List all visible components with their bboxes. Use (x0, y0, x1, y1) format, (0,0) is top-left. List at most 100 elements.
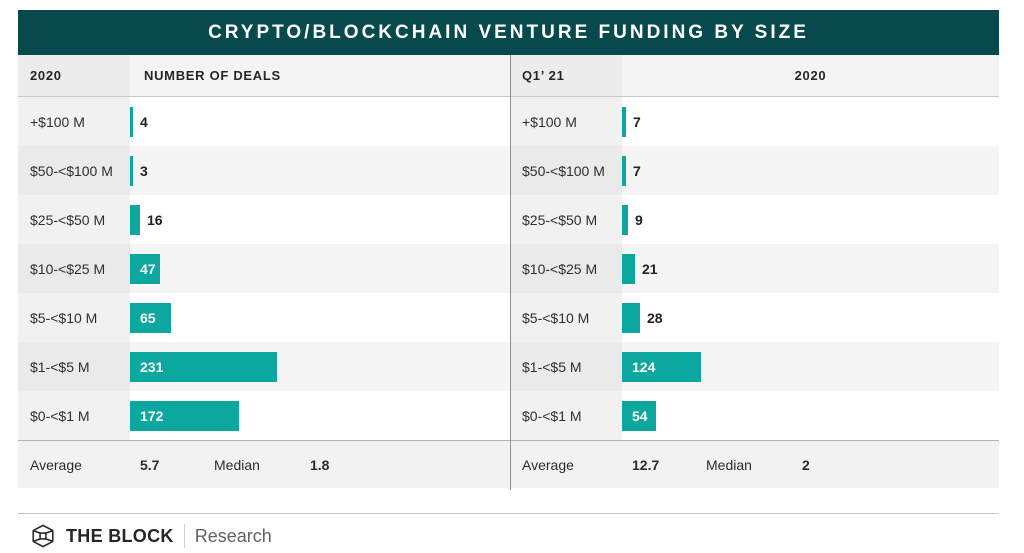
table-header-row: 2020 NUMBER OF DEALS Q1’ 21 2020 (18, 55, 999, 97)
deal-count-value: 9 (635, 211, 643, 228)
left-summary: Average 5.7 Median 1.8 (18, 441, 510, 488)
deal-count-bar: 47 (130, 253, 160, 284)
deal-count-bar (622, 302, 640, 333)
deal-count-value: 231 (140, 358, 164, 375)
footer-divider (18, 513, 999, 514)
category-label: $25-<$50 M (18, 195, 130, 244)
category-label: $50-<$100 M (510, 146, 622, 195)
category-label: $5-<$10 M (510, 293, 622, 342)
bar-cell: 124 (622, 342, 999, 391)
chart-title: CRYPTO/BLOCKCHAIN VENTURE FUNDING BY SIZ… (208, 21, 809, 43)
left-metric-header: NUMBER OF DEALS (130, 55, 510, 96)
bar-cell: 47 (130, 244, 510, 293)
deal-count-bar: 65 (130, 302, 171, 333)
chart-row: $50-<$100 M 7 (510, 146, 999, 195)
deal-count-value: 4 (140, 113, 148, 130)
bar-cell: 28 (622, 293, 999, 342)
summary-row: Average 5.7 Median 1.8 Average 12.7 Medi… (18, 440, 999, 488)
chart-row: +$100 M 4 (18, 97, 510, 146)
chart-row: $10-<$25 M 47 (18, 244, 510, 293)
category-label: $10-<$25 M (18, 244, 130, 293)
chart-row: $10-<$25 M 21 (510, 244, 999, 293)
bar-cell: 4 (130, 97, 510, 146)
left-average-label: Average (30, 456, 82, 473)
brand-division: Research (194, 525, 272, 546)
deal-count-value: 16 (147, 211, 163, 228)
chart-row: $1-<$5 M 124 (510, 342, 999, 391)
chart-row: +$100 M 7 (510, 97, 999, 146)
deal-count-bar (130, 106, 133, 137)
funding-table: 2020 NUMBER OF DEALS Q1’ 21 2020 +$100 M… (18, 55, 999, 490)
deal-count-value: 172 (140, 407, 164, 424)
chart-row: $5-<$10 M 65 (18, 293, 510, 342)
left-panel-header: 2020 NUMBER OF DEALS (18, 55, 510, 96)
bar-cell: 54 (622, 391, 999, 440)
the-block-logo-icon (32, 524, 54, 548)
deal-count-value: 47 (140, 260, 156, 277)
deal-count-bar (622, 204, 628, 235)
deal-count-bar: 54 (622, 400, 656, 431)
deal-count-bar (130, 204, 140, 235)
bar-cell: 65 (130, 293, 510, 342)
deal-count-bar: 172 (130, 400, 239, 431)
bar-cell: 21 (622, 244, 999, 293)
deal-count-bar (622, 106, 626, 137)
category-label: $1-<$5 M (510, 342, 622, 391)
category-label: $10-<$25 M (510, 244, 622, 293)
right-average-value: 12.7 (632, 456, 660, 473)
chart-row: $1-<$5 M 231 (18, 342, 510, 391)
deal-count-bar (622, 253, 635, 284)
right-median-label: Median (706, 456, 752, 473)
chart-row: $0-<$1 M 172 (18, 391, 510, 440)
chart-row: $50-<$100 M 3 (18, 146, 510, 195)
deal-count-bar (130, 155, 133, 186)
deal-count-bar: 124 (622, 351, 701, 382)
category-label: $1-<$5 M (18, 342, 130, 391)
deal-count-value: 7 (633, 113, 641, 130)
right-metric-header: 2020 (622, 55, 999, 96)
chart-row: $5-<$10 M 28 (510, 293, 999, 342)
bar-cell: 172 (130, 391, 510, 440)
brand-name: THE BLOCK (66, 525, 174, 546)
right-summary: Average 12.7 Median 2 (510, 441, 999, 488)
chart-title-bar: CRYPTO/BLOCKCHAIN VENTURE FUNDING BY SIZ… (18, 10, 999, 55)
bar-cell: 3 (130, 146, 510, 195)
left-median-value: 1.8 (310, 456, 330, 473)
category-label: $0-<$1 M (18, 391, 130, 440)
footer-branding: THE BLOCK Research (30, 520, 272, 552)
category-label: +$100 M (510, 97, 622, 146)
chart-row: $25-<$50 M 16 (18, 195, 510, 244)
right-period-header: Q1’ 21 (510, 55, 622, 96)
deal-count-bar: 231 (130, 351, 277, 382)
category-label: $0-<$1 M (510, 391, 622, 440)
deal-count-value: 54 (632, 407, 648, 424)
bar-cell: 16 (130, 195, 510, 244)
left-panel-rows: +$100 M 4 $50-<$100 M 3 $25-<$50 M 16 $10-<$25… (18, 97, 510, 440)
bar-cell: 9 (622, 195, 999, 244)
deal-count-value: 28 (647, 309, 663, 326)
panel-divider (510, 55, 511, 490)
chart-row: $25-<$50 M 9 (510, 195, 999, 244)
left-average-value: 5.7 (140, 456, 160, 473)
bar-cell: 7 (622, 146, 999, 195)
deal-count-bar (622, 155, 626, 186)
table-body: +$100 M 4 $50-<$100 M 3 $25-<$50 M 16 $10-<$25… (18, 97, 999, 440)
deal-count-value: 7 (633, 162, 641, 179)
category-label: $50-<$100 M (18, 146, 130, 195)
brand-separator (183, 524, 185, 548)
right-panel-rows: +$100 M 7 $50-<$100 M 7 $25-<$50 M 9 $10-<$25 … (510, 97, 999, 440)
deal-count-value: 65 (140, 309, 156, 326)
right-panel-header: Q1’ 21 2020 (510, 55, 999, 96)
deal-count-value: 3 (140, 162, 148, 179)
bar-cell: 231 (130, 342, 510, 391)
category-label: +$100 M (18, 97, 130, 146)
deal-count-value: 21 (642, 260, 658, 277)
left-median-label: Median (214, 456, 260, 473)
right-average-label: Average (522, 456, 574, 473)
category-label: $25-<$50 M (510, 195, 622, 244)
chart-row: $0-<$1 M 54 (510, 391, 999, 440)
right-median-value: 2 (802, 456, 810, 473)
category-label: $5-<$10 M (18, 293, 130, 342)
deal-count-value: 124 (632, 358, 656, 375)
